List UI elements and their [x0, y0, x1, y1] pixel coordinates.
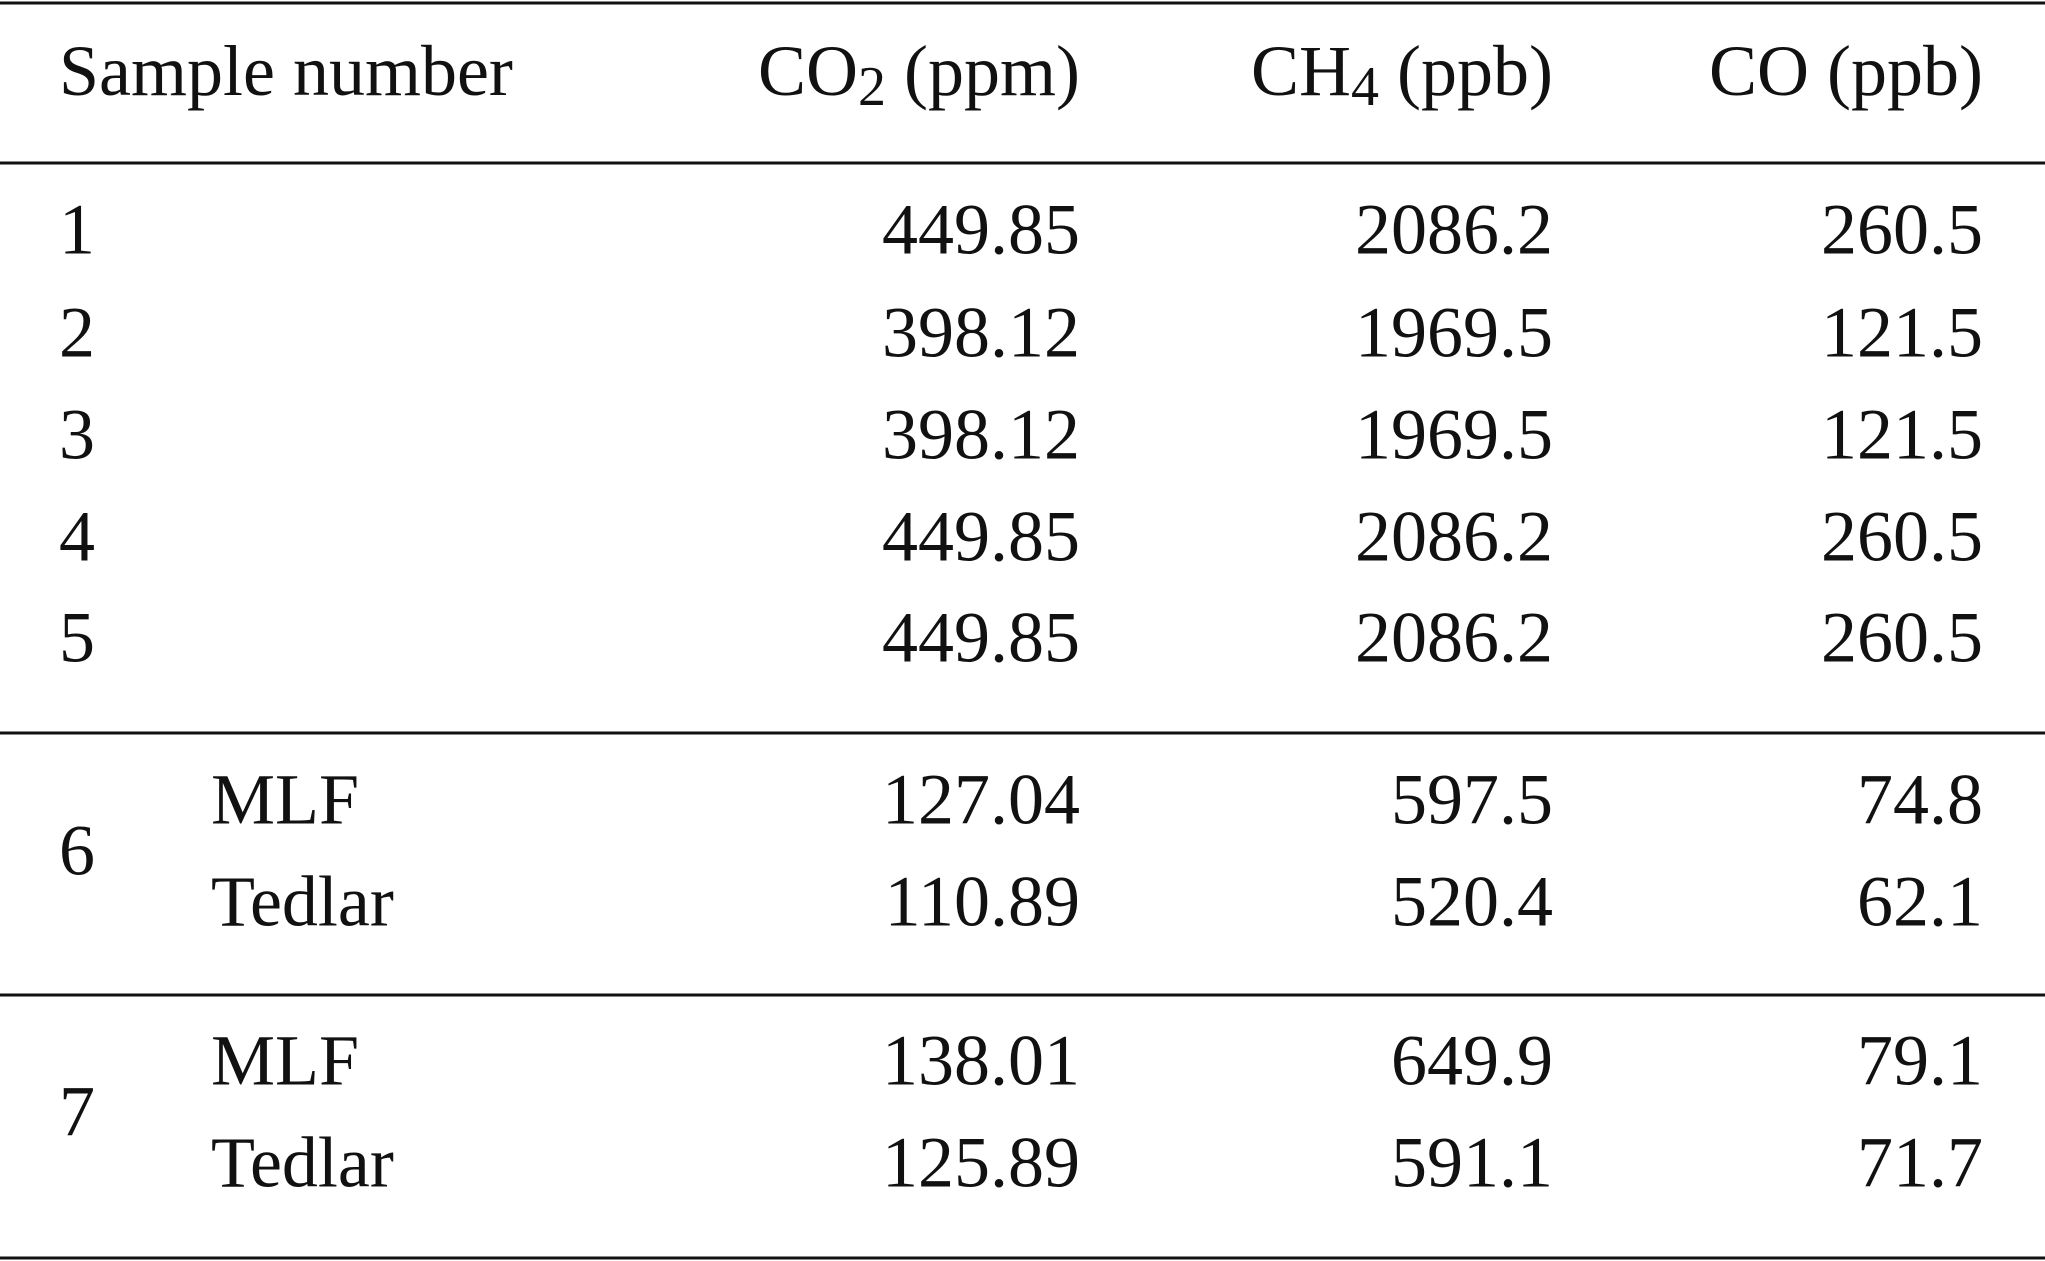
column-header: CO2 (ppm)	[758, 31, 1080, 118]
cell-value: 449.85	[882, 190, 1080, 270]
column-header: CO (ppb)	[1709, 31, 1983, 111]
sample-number: 6	[59, 811, 95, 891]
cell-value: 110.89	[885, 862, 1080, 942]
cell-value: 649.9	[1391, 1021, 1553, 1101]
cell-value: 597.5	[1391, 760, 1553, 840]
container-label: Tedlar	[211, 1123, 394, 1203]
header-text: Sample number	[59, 31, 513, 111]
sample-number: 5	[59, 598, 95, 678]
cell-value: 1969.5	[1355, 293, 1553, 373]
header-unit: (ppb)	[1827, 31, 1983, 111]
cell-value: 71.7	[1857, 1123, 1983, 1203]
header-text: CH	[1251, 31, 1351, 111]
cell-value: 127.04	[882, 760, 1080, 840]
header-unit: (ppm)	[904, 31, 1080, 111]
cell-value: 2086.2	[1355, 190, 1553, 270]
cell-value: 449.85	[882, 598, 1080, 678]
column-header: CH4 (ppb)	[1251, 31, 1553, 118]
header-text: CO	[758, 31, 858, 111]
cell-value: 591.1	[1391, 1123, 1553, 1203]
cell-value: 260.5	[1821, 497, 1983, 577]
cell-value: 398.12	[882, 395, 1080, 475]
header-text: CO	[1709, 31, 1809, 111]
cell-value: 62.1	[1857, 862, 1983, 942]
cell-value: 74.8	[1857, 760, 1983, 840]
sample-number: 3	[59, 395, 95, 475]
sample-number: 4	[59, 497, 95, 577]
cell-value: 1969.5	[1355, 395, 1553, 475]
cell-value: 2086.2	[1355, 598, 1553, 678]
cell-value: 260.5	[1821, 598, 1983, 678]
column-header: Sample number	[59, 31, 513, 111]
container-label: Tedlar	[211, 862, 394, 942]
container-label: MLF	[211, 1021, 359, 1101]
cell-value: 138.01	[882, 1021, 1080, 1101]
header-subscript: 4	[1351, 56, 1379, 118]
sample-number: 1	[59, 190, 95, 270]
cell-value: 520.4	[1391, 862, 1553, 942]
cell-value: 449.85	[882, 497, 1080, 577]
sample-number: 7	[59, 1072, 95, 1152]
cell-value: 125.89	[882, 1123, 1080, 1203]
cell-value: 2086.2	[1355, 497, 1553, 577]
cell-value: 398.12	[882, 293, 1080, 373]
cell-value: 79.1	[1857, 1021, 1983, 1101]
sample-number: 2	[59, 293, 95, 373]
cell-value: 121.5	[1821, 395, 1983, 475]
cell-value: 260.5	[1821, 190, 1983, 270]
cell-value: 121.5	[1821, 293, 1983, 373]
header-unit: (ppb)	[1397, 31, 1553, 111]
container-label: MLF	[211, 760, 359, 840]
header-subscript: 2	[858, 56, 886, 118]
